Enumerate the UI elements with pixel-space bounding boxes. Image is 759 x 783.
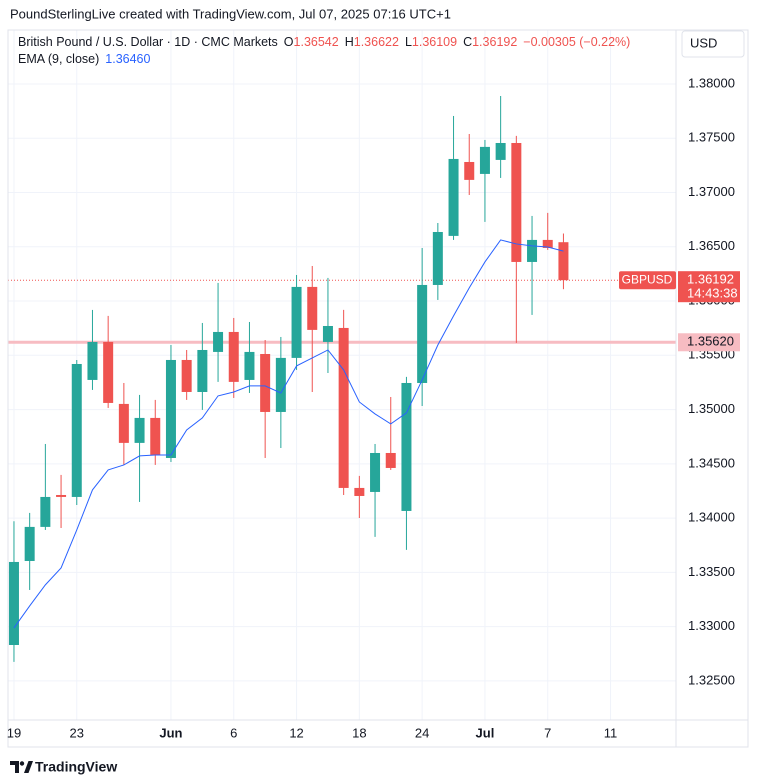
- x-tick-label: 19: [7, 725, 21, 740]
- candle-body: [87, 341, 98, 380]
- y-tick-label: 1.37500: [688, 130, 735, 145]
- ema-line: [13, 239, 564, 629]
- indicator-name: EMA (9, close): [18, 52, 99, 66]
- ohlc-value: 1.36109: [412, 35, 457, 49]
- candle-body: [260, 353, 271, 412]
- y-tick-label: 1.33000: [688, 618, 735, 633]
- frame: [7, 29, 749, 748]
- countdown-label: 14:43:38: [687, 286, 738, 301]
- candle-body: [385, 452, 396, 468]
- change: −0.00305 (−0.22%): [523, 35, 630, 49]
- footer: TradingView: [35, 759, 117, 775]
- ohlc-value: 1.36192: [472, 35, 517, 49]
- symbol-label-box: [619, 271, 676, 290]
- candle-body: [417, 284, 428, 383]
- ohlc-key: L: [405, 35, 412, 49]
- candle-body: [150, 417, 161, 455]
- y-tick-label: 1.34500: [688, 455, 735, 470]
- candle-body: [511, 142, 522, 262]
- candle-body: [244, 351, 255, 380]
- x-tick-label: 12: [289, 725, 303, 740]
- currency-box[interactable]: [681, 30, 745, 58]
- candle-body: [165, 359, 176, 458]
- symbol-legend: British Pound / U.S. Dollar · 1D · CMC M…: [18, 35, 630, 49]
- y-tick-label: 1.32500: [688, 672, 735, 687]
- y-tick-label: 1.33500: [688, 564, 735, 579]
- candle-body: [322, 325, 333, 342]
- ohlc-key: H: [345, 35, 354, 49]
- x-tick-label: Jul: [476, 725, 495, 740]
- x-tick-label: 18: [352, 725, 366, 740]
- currency[interactable]: USD: [690, 35, 717, 50]
- x-tick-label: Jun: [159, 725, 182, 740]
- y-tick-label: 1.35000: [688, 401, 735, 416]
- candle-body: [71, 363, 82, 497]
- y-tick-label: 1.36500: [688, 238, 735, 253]
- ohlc-value: 1.36622: [354, 35, 399, 49]
- candle-body: [558, 242, 569, 281]
- candle-body: [527, 239, 538, 262]
- candle-body: [291, 286, 302, 358]
- hline-label: 1.35620: [687, 334, 734, 349]
- candle-body: [432, 231, 443, 285]
- header: PoundSterlingLive created with TradingVi…: [10, 6, 451, 21]
- x-tick-label: 6: [230, 725, 237, 740]
- candle-body: [197, 349, 208, 392]
- candle-body: [103, 341, 114, 403]
- candle-body: [213, 331, 224, 352]
- x-tick-label: 24: [415, 725, 429, 740]
- candle-body: [307, 286, 318, 330]
- indicator-legend: EMA (9, close) 1.36460: [18, 52, 151, 66]
- candle-body: [24, 526, 35, 561]
- symbol-title: British Pound / U.S. Dollar · 1D · CMC M…: [18, 35, 278, 49]
- candle-body: [464, 161, 475, 180]
- ohlc-key: C: [463, 35, 472, 49]
- candle-body: [8, 561, 19, 645]
- price-label: 1.36192: [687, 272, 734, 287]
- candle-body: [228, 331, 239, 382]
- price-label-box: [678, 271, 740, 303]
- candle-body: [448, 158, 459, 236]
- symbol-label: GBPUSD: [622, 272, 673, 286]
- candle-body: [495, 142, 506, 160]
- plot: [8, 95, 676, 662]
- candle-body: [275, 357, 286, 412]
- y-tick-label: 1.37000: [688, 184, 735, 199]
- logo-mark: [24, 761, 33, 773]
- y-tick-label: 1.38000: [688, 75, 735, 90]
- indicator-value: 1.36460: [105, 52, 150, 66]
- x-tick-label: 23: [70, 725, 84, 740]
- candle-body: [370, 452, 381, 492]
- candle-body: [134, 417, 145, 443]
- candle-body: [118, 403, 129, 443]
- candle-body: [401, 382, 412, 511]
- logo: [10, 761, 33, 773]
- candle-body: [56, 494, 67, 497]
- hline-label-box: [678, 333, 740, 352]
- candle-body: [354, 487, 365, 496]
- logo-mark: [19, 761, 25, 766]
- candle-body: [40, 496, 51, 527]
- x-tick-label: 11: [604, 725, 618, 740]
- candle-body: [338, 327, 349, 488]
- ohlc-key: O: [284, 35, 294, 49]
- candle-body: [181, 359, 192, 392]
- y-tick-label: 1.34000: [688, 510, 735, 525]
- logo-mark: [10, 761, 19, 773]
- x-tick-label: 7: [544, 725, 551, 740]
- candle-body: [542, 239, 553, 248]
- candle-body: [479, 146, 490, 174]
- ohlc-value: 1.36542: [294, 35, 339, 49]
